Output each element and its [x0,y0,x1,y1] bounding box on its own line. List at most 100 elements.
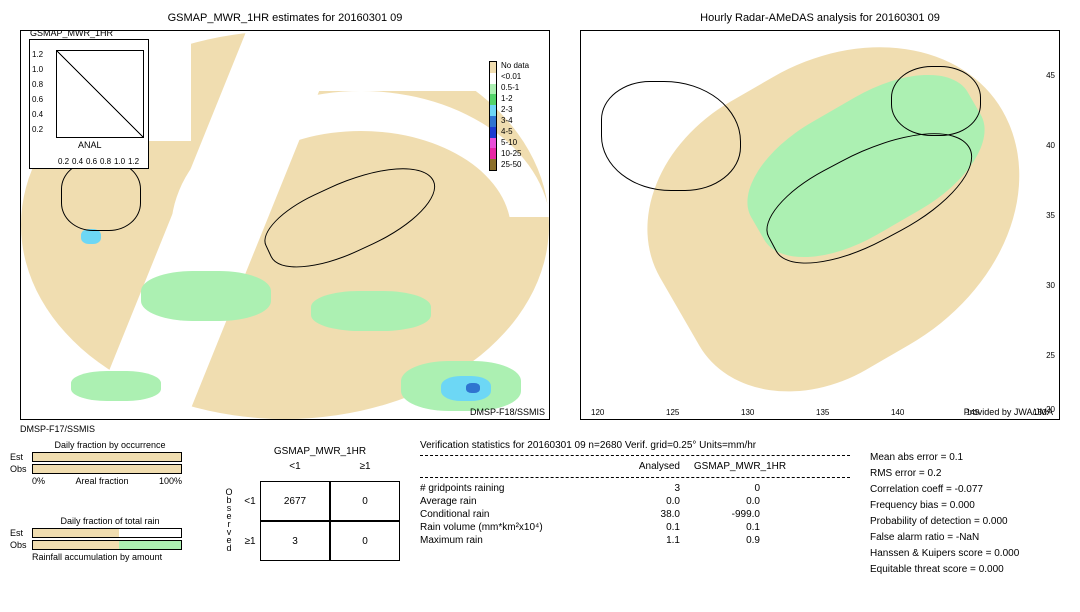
legend-label-7: 5-10 [501,138,517,147]
inset-frame [56,50,144,138]
right-map-title: Hourly Radar-AMeDAS analysis for 2016030… [580,12,1060,24]
right-map: 45 40 35 30 25 20 120 125 130 135 140 14… [580,30,1060,420]
occ-est-label: Est [10,452,32,462]
verif-a-0: 3 [590,483,680,494]
inset-xt-3: 0.8 [100,157,111,166]
metric-value-3: 0.000 [950,500,975,511]
verif-b-3: 0.1 [680,522,760,533]
right-credit: Provided by JWA/JMA [964,407,1053,417]
verif-b-1: 0.0 [680,496,760,507]
legend-seg-2 [490,84,496,95]
metric-value-7: 0.000 [979,564,1004,575]
verif-col2: GSMAP_MWR_1HR [680,461,800,472]
metric-label-1: RMS error [870,468,916,479]
metric-1: RMS error = 0.2 [870,466,1019,482]
lat-2: 35 [1046,211,1055,220]
occ-obs-fill [33,465,181,473]
precip-blob-3c [466,383,480,393]
inset-yt-4: 0.4 [32,110,43,119]
metrics-block: Mean abs error = 0.1RMS error = 0.2Corre… [870,450,1019,578]
tot-obs-label: Obs [10,540,32,550]
tot-title: Daily fraction of total rain [10,516,210,526]
precip-blob-4 [71,371,161,401]
verif-b-2: -999.0 [680,509,760,520]
metric-label-2: Correlation coeff [870,484,943,495]
legend-bar [489,61,497,171]
cont-r1: ≥1 [240,521,260,561]
verif-hr-2 [420,477,850,478]
occ-x0: 0% [32,476,45,486]
occ-obs-track [32,464,182,474]
lat-1: 40 [1046,141,1055,150]
legend-label-0: No data [501,61,529,70]
metric-value-4: 0.000 [983,516,1008,527]
legend-label-5: 3-4 [501,116,513,125]
inset-diagonal [57,51,143,137]
verif-a-3: 0.1 [590,522,680,533]
legend-seg-8 [490,148,496,159]
precip-blob-1 [141,271,271,321]
lon-4: 140 [891,408,904,417]
verif-lbl-3: Rain volume (mm*km²x10⁴) [420,522,590,533]
metric-label-4: Probability of detection [870,516,971,527]
legend-label-9: 25-50 [501,160,521,169]
occ-est-fill [33,453,181,461]
metric-4: Probability of detection = 0.000 [870,514,1019,530]
verif-b-4: 0.9 [680,535,760,546]
tot-axis: Rainfall accumulation by amount [32,552,210,562]
lat-3: 30 [1046,281,1055,290]
left-map-panel: GSMAP_MWR_1HR estimates for 20160301 09 … [0,0,560,430]
legend-seg-9 [490,159,496,170]
legend-label-6: 4-5 [501,127,513,136]
legend-seg-0 [490,62,496,73]
occ-est-track [32,452,182,462]
inset-xt-2: 0.6 [86,157,97,166]
inset-yt-3: 0.6 [32,95,43,104]
metric-value-2: -0.077 [955,484,983,495]
legend-label-1: <0.01 [501,72,521,81]
left-footer-left: DMSP-F17/SSMIS [20,424,95,434]
occ-x1: 100% [159,476,182,486]
top-maps-row: GSMAP_MWR_1HR estimates for 20160301 09 … [0,0,1080,430]
inset-xt-5: 1.2 [128,157,139,166]
lon-2: 130 [741,408,754,417]
metric-label-6: Hanssen & Kuipers score [870,548,983,559]
cont-01: 0 [330,481,400,521]
metric-label-5: False alarm ratio [870,532,944,543]
precip-blob-2 [311,291,431,331]
verif-rows: # gridpoints raining30Average rain0.00.0… [420,482,850,547]
metric-label-7: Equitable threat score [870,564,967,575]
lon-1: 125 [666,408,679,417]
metric-6: Hanssen & Kuipers score = 0.000 [870,546,1019,562]
occ-axis: Areal fraction [75,476,128,486]
inset-xt-4: 1.0 [114,157,125,166]
verif-a-2: 38.0 [590,509,680,520]
occ-obs-label: Obs [10,464,32,474]
cont-title: GSMAP_MWR_1HR [240,446,400,457]
metric-3: Frequency bias = 0.000 [870,498,1019,514]
coast-korea [61,161,141,231]
tot-est-track [32,528,182,538]
metric-5: False alarm ratio = -NaN [870,530,1019,546]
inset-yt-5: 0.2 [32,125,43,134]
tot-obs-fill [33,541,119,549]
metric-value-1: 0.2 [928,468,942,479]
metric-value-0: 0.1 [949,452,963,463]
metric-2: Correlation coeff = -0.077 [870,482,1019,498]
legend-seg-4 [490,105,496,116]
cont-11: 0 [330,521,400,561]
verif-lbl-1: Average rain [420,496,590,507]
cont-10: 3 [260,521,330,561]
metric-label-3: Frequency bias [870,500,938,511]
inset-xt-1: 0.4 [72,157,83,166]
tot-est-fill [33,529,119,537]
legend-seg-3 [490,94,496,105]
verif-hr-1 [420,455,850,456]
right-map-panel: Hourly Radar-AMeDAS analysis for 2016030… [560,0,1080,430]
legend-label-8: 10-25 [501,149,521,158]
tot-obs-tail [119,541,181,549]
r-coast-hokkaido [891,66,981,136]
verif-lbl-4: Maximum rain [420,535,590,546]
verif-row-3: Rain volume (mm*km²x10⁴)0.10.1 [420,521,850,534]
contingency-table: GSMAP_MWR_1HR Observed <1 ≥1 <1 2677 0 ≥… [240,446,400,561]
